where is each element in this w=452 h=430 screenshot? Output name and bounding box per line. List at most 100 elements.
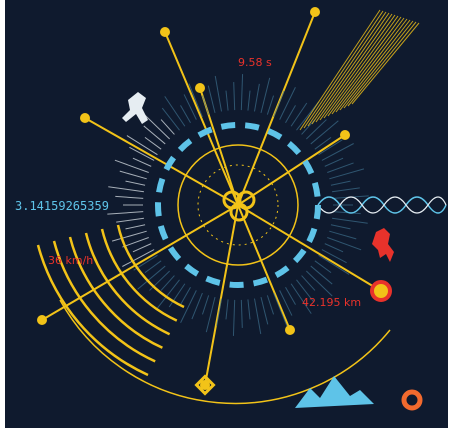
tick <box>332 187 360 193</box>
ray <box>41 204 239 321</box>
tick <box>188 83 203 118</box>
tick <box>191 292 203 320</box>
tick <box>321 249 347 264</box>
tick <box>327 162 354 173</box>
tick <box>201 95 210 115</box>
hatch <box>343 20 414 109</box>
tick <box>180 287 191 305</box>
arc <box>52 240 156 363</box>
tick <box>324 243 344 253</box>
tick <box>310 120 339 145</box>
tick <box>156 279 180 309</box>
hatch <box>299 9 381 131</box>
tick <box>301 119 316 135</box>
tick <box>132 157 152 167</box>
outer-arc <box>59 299 391 405</box>
node <box>370 280 392 302</box>
tick <box>314 260 332 273</box>
tick <box>137 265 166 290</box>
tick <box>324 157 344 167</box>
tick <box>240 74 244 111</box>
tick <box>232 299 236 336</box>
tick <box>143 113 171 140</box>
hatch <box>311 12 390 125</box>
tick <box>107 211 144 215</box>
ray <box>84 117 239 206</box>
ray-dot <box>195 83 205 93</box>
arc <box>36 244 149 377</box>
tick <box>285 287 296 305</box>
astronaut <box>122 92 148 124</box>
tick <box>279 290 293 316</box>
node <box>401 389 423 411</box>
tick <box>144 260 162 273</box>
hatch <box>303 10 384 129</box>
emblem <box>229 202 249 222</box>
tick <box>330 224 351 230</box>
tick <box>164 96 186 127</box>
ray <box>237 204 291 331</box>
hatch <box>307 11 387 127</box>
arc <box>100 228 178 322</box>
hatch <box>339 19 411 111</box>
mountains <box>295 376 374 408</box>
tick <box>207 85 216 113</box>
node <box>194 374 216 396</box>
tick <box>332 217 368 224</box>
hatch <box>351 22 420 105</box>
tick <box>205 297 216 333</box>
hatch <box>319 14 396 121</box>
inner-ring <box>177 144 299 266</box>
ray-dot <box>160 27 170 37</box>
dotted-ring <box>197 164 279 246</box>
tick <box>225 299 229 320</box>
tick <box>132 243 152 253</box>
ray-dot <box>285 325 295 335</box>
tick <box>119 170 147 180</box>
wave <box>317 196 447 214</box>
tick <box>125 224 146 230</box>
tick <box>216 298 222 327</box>
tick <box>329 168 365 180</box>
tick <box>260 77 271 113</box>
tick <box>161 107 180 131</box>
tick <box>296 279 315 303</box>
tick <box>183 94 197 120</box>
hatch <box>327 16 402 117</box>
tick <box>290 283 312 314</box>
distance-label: 42.195 km <box>302 296 361 309</box>
time-label: 9.58 s <box>238 56 272 69</box>
tick <box>116 217 144 223</box>
tick <box>318 139 343 156</box>
ray-dot <box>80 113 90 123</box>
tick <box>160 275 175 291</box>
ray-dot <box>310 7 320 17</box>
tick <box>266 95 275 115</box>
background <box>5 0 448 428</box>
tick <box>330 180 351 186</box>
ray <box>204 204 239 386</box>
tick <box>318 254 350 275</box>
tick <box>247 299 251 320</box>
hatch <box>323 15 399 119</box>
arc <box>84 232 171 336</box>
tick <box>327 237 362 251</box>
tick <box>290 102 308 127</box>
tick <box>114 159 149 173</box>
tick <box>254 298 262 335</box>
tick <box>254 83 260 112</box>
tick <box>266 295 275 315</box>
tick <box>279 87 296 120</box>
tick <box>125 180 146 186</box>
tick <box>247 90 251 111</box>
ray-dot <box>200 380 210 390</box>
tick <box>305 270 333 297</box>
tick <box>314 137 332 150</box>
tick <box>305 119 327 140</box>
ray-dot <box>37 315 47 325</box>
tick <box>160 119 175 135</box>
hatch <box>347 21 417 107</box>
tick <box>225 90 229 111</box>
